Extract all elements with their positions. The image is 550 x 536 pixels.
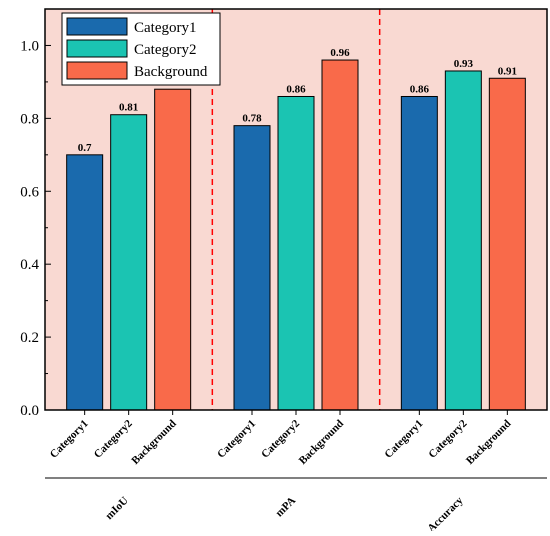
legend: Category1 Category2 Background	[61, 12, 221, 86]
x-tick-label: Category1	[215, 418, 258, 461]
y-tick-label: 0.8	[20, 111, 39, 127]
legend-label-category1: Category1	[134, 20, 196, 36]
x-tick-label: Category1	[382, 418, 425, 461]
data-label: 0.7	[78, 142, 92, 154]
y-tick-label: 0.2	[20, 330, 39, 346]
bar-miou-category2	[110, 114, 148, 411]
x-tick-label: Category2	[426, 417, 469, 460]
x-tick-label: Category2	[92, 417, 135, 460]
y-tick-label: 1.0	[20, 38, 39, 54]
legend-swatch-category1	[66, 17, 128, 36]
plot-frame	[44, 8, 548, 411]
x-tick-label: Background	[464, 418, 513, 467]
x-tick-label: Background	[129, 418, 178, 467]
bar-mpa-category2	[277, 95, 315, 411]
bar-accuracy-category1	[400, 95, 438, 411]
bar-miou-background	[154, 88, 192, 411]
group-label-accuracy: Accuracy	[425, 494, 465, 531]
x-tick-label: Category1	[48, 418, 91, 461]
bar-mpa-background	[321, 59, 359, 411]
bars-layer	[66, 59, 526, 411]
data-label: 0.86	[286, 83, 306, 95]
group-label-miou: mIoU	[103, 495, 131, 523]
y-axis: 0.0 0.2 0.4 0.6 0.8 1.0	[20, 38, 51, 419]
bar-mpa-category1	[233, 125, 271, 411]
data-label: 0.81	[119, 102, 138, 114]
bar-accuracy-category2	[444, 70, 482, 411]
legend-swatch-category2	[66, 39, 128, 58]
data-label: 0.96	[330, 47, 350, 59]
legend-label-background: Background	[134, 64, 208, 80]
bar-miou-category1	[66, 154, 104, 411]
data-label: 0.86	[410, 83, 430, 95]
group-separators	[211, 9, 381, 410]
x-axis: Category1 Category2BackgroundmIoUCategory…	[45, 410, 547, 535]
y-tick-label: 0.0	[20, 403, 39, 419]
x-tick-label: Background	[297, 418, 346, 467]
data-label: 0.91	[498, 65, 517, 77]
legend-label-category2: Category2	[134, 42, 196, 58]
bar-accuracy-background	[488, 77, 526, 411]
data-label: 0.93	[454, 58, 474, 70]
y-tick-label: 0.6	[20, 184, 39, 200]
group-label-mpa: mPA	[273, 495, 298, 520]
legend-swatch-background	[66, 61, 128, 80]
y-tick-label: 0.4	[20, 257, 39, 273]
x-tick-label: Category2	[259, 417, 302, 460]
data-label: 0.78	[242, 113, 262, 125]
